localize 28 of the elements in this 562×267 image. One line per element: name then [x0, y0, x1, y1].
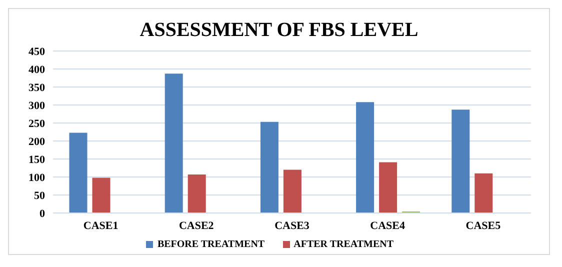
y-tick-label: 150	[28, 154, 46, 166]
y-tick-label: 400	[28, 64, 46, 76]
y-tick-label: 250	[28, 118, 46, 130]
y-tick-label: 200	[28, 136, 46, 148]
bar	[188, 174, 206, 213]
bar	[356, 102, 374, 213]
chart-title: ASSESSMENT OF FBS LEVEL	[138, 19, 420, 43]
y-tick-label: 50	[34, 190, 46, 202]
bar	[452, 110, 470, 213]
y-tick-label: 100	[28, 172, 46, 184]
bar	[379, 162, 398, 213]
bar	[283, 170, 302, 213]
y-tick-label: 450	[28, 46, 46, 58]
bar	[92, 178, 110, 213]
legend-label: AFTER TREATMENT	[294, 239, 394, 250]
x-tick-label: CASE5	[466, 220, 502, 232]
bar	[69, 132, 88, 213]
y-tick-label: 0	[40, 208, 46, 220]
y-tick-label: 300	[28, 100, 46, 112]
y-tick-label: 350	[28, 82, 46, 94]
x-tick-label: CASE2	[178, 220, 214, 232]
bar	[260, 122, 278, 213]
bar	[474, 173, 493, 213]
legend-label: BEFORE TREATMENT	[157, 239, 265, 250]
x-tick-label: CASE3	[274, 220, 310, 232]
x-tick-label: CASE4	[370, 220, 406, 232]
x-tick-label: CASE1	[83, 220, 118, 232]
bar	[164, 74, 183, 213]
